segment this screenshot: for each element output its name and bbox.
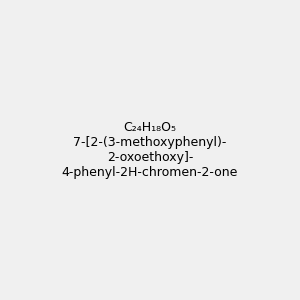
Text: C₂₄H₁₈O₅
7-[2-(3-methoxyphenyl)-
2-oxoethoxy]-
4-phenyl-2H-chromen-2-one: C₂₄H₁₈O₅ 7-[2-(3-methoxyphenyl)- 2-oxoet… (62, 121, 238, 179)
